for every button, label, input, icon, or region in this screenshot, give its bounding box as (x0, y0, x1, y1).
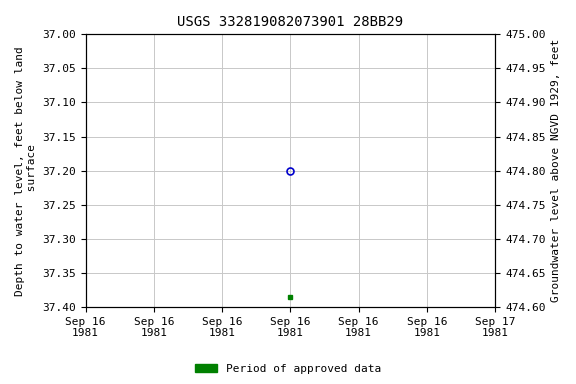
Legend: Period of approved data: Period of approved data (191, 359, 385, 379)
Y-axis label: Depth to water level, feet below land
 surface: Depth to water level, feet below land su… (15, 46, 37, 296)
Y-axis label: Groundwater level above NGVD 1929, feet: Groundwater level above NGVD 1929, feet (551, 39, 561, 302)
Title: USGS 332819082073901 28BB29: USGS 332819082073901 28BB29 (177, 15, 403, 29)
